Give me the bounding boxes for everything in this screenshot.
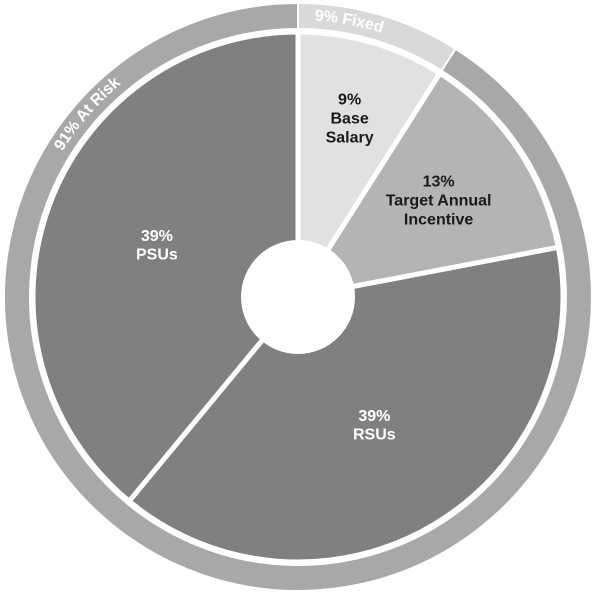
value-label: 39% xyxy=(141,228,173,245)
category-label: RSUs xyxy=(353,427,396,444)
value-label: 13% xyxy=(423,174,455,191)
value-label: 39% xyxy=(358,408,390,425)
pie-slice xyxy=(295,29,443,300)
category-line: Base xyxy=(330,111,368,128)
category-line: Salary xyxy=(326,130,374,147)
pie-slice xyxy=(126,244,566,565)
category-label: Target Annual Incentive xyxy=(386,193,492,229)
value-label: 9% xyxy=(338,92,361,109)
category-line: Incentive xyxy=(404,212,473,229)
category-line: Target Annual xyxy=(386,193,492,210)
category-label: Base Salary xyxy=(326,111,374,147)
category-line: PSUs xyxy=(136,247,178,264)
ring-segment xyxy=(3,1,593,592)
category-label: PSUs xyxy=(136,247,178,264)
category-line: RSUs xyxy=(353,427,396,444)
pie-slice xyxy=(30,29,301,504)
center-hole xyxy=(241,240,355,354)
pie-slice xyxy=(295,70,561,300)
